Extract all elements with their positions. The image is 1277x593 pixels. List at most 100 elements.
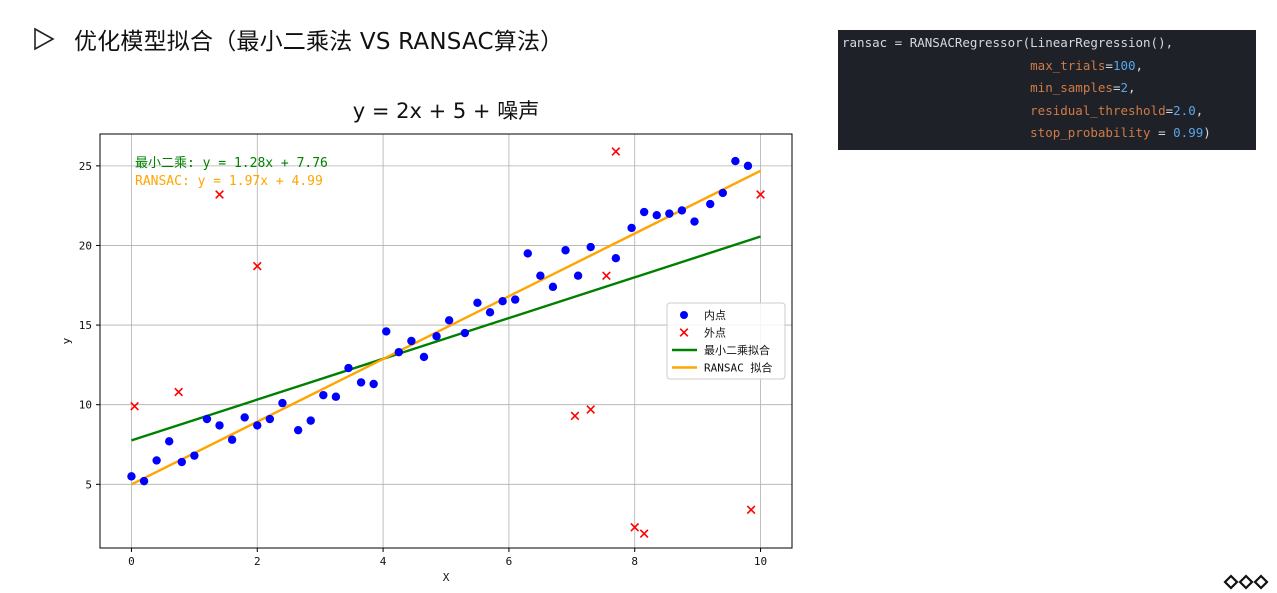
inlier-point [253, 421, 262, 430]
code-token: stop_probability [1030, 125, 1151, 140]
y-tick-label: 10 [79, 399, 92, 412]
inlier-point [278, 398, 287, 408]
code-line: stop_probability = 0.99) [842, 122, 1256, 145]
x-tick-label: 6 [506, 555, 513, 568]
legend-label: 最小二乘拟合 [704, 343, 770, 357]
code-line: max_trials=100, [842, 55, 1256, 78]
inlier-point [407, 336, 416, 346]
outlier-point [639, 529, 649, 539]
inlier-point [356, 378, 366, 387]
code-token: , [1135, 57, 1144, 73]
x-axis-label: X [443, 571, 450, 584]
code-token: residual_threshold [1030, 102, 1166, 118]
inlier-point [677, 206, 687, 215]
y-tick-label: 5 [85, 478, 92, 491]
inlier-point [706, 199, 715, 209]
x-tick-label: 2 [254, 555, 261, 568]
code-token: ) [1203, 125, 1211, 140]
outlier-point [602, 271, 611, 281]
code-line: residual_threshold=2.0, [842, 100, 1256, 123]
code-token: = [1165, 102, 1174, 118]
code-token: , [1128, 80, 1136, 95]
inlier-point [690, 217, 699, 226]
code-token: 2 [1120, 80, 1129, 95]
inlier-point [165, 437, 174, 446]
y-tick-label: 20 [79, 239, 92, 252]
plot-frame [99, 133, 793, 549]
inlier-point [548, 282, 558, 292]
equation-annotation: RANSAC: y = 1.97x + 4.99 [135, 174, 323, 189]
inlier-point [731, 156, 740, 166]
code-snippet: ransac = RANSACRegressor(LinearRegressio… [838, 30, 1256, 150]
code-line: min_samples=2, [842, 77, 1256, 100]
inlier-point [611, 254, 621, 263]
inlier-point [139, 476, 149, 486]
legend-swatch-circle [680, 311, 688, 319]
inlier-point [639, 207, 649, 217]
legend-swatch-x [679, 328, 689, 337]
outlier-point [756, 190, 765, 199]
code-token: ransac = RANSACRegressor(LinearRegressio… [842, 35, 1174, 50]
outlier-point [570, 411, 580, 421]
inlier-point [485, 308, 495, 317]
inlier-point [573, 271, 583, 280]
chart-title: y = 2x + 5 + 噪声 [353, 99, 539, 123]
inlier-point [586, 242, 595, 252]
inlier-point [240, 413, 249, 422]
inlier-point [665, 209, 674, 218]
outlier-point [174, 387, 184, 397]
x-tick-label: 10 [754, 555, 767, 568]
inlier-point [523, 249, 532, 258]
inlier-point [293, 425, 303, 435]
outlier-point [630, 522, 640, 532]
inlier-point [511, 295, 520, 304]
slide-heading: 优化模型拟合（最小二乘法 VS RANSAC算法） [30, 22, 563, 56]
code-token [842, 125, 1030, 140]
outlier-point [252, 261, 262, 271]
inlier-point [152, 456, 161, 465]
inlier-point [394, 347, 404, 357]
inlier-point [561, 246, 570, 255]
legend-box [666, 302, 786, 380]
code-token: 2.0 [1173, 102, 1196, 118]
code-token: = [1112, 80, 1121, 95]
outlier-point [130, 401, 139, 411]
x-tick-label: 4 [380, 555, 387, 568]
y-tick-label: 25 [79, 160, 92, 173]
inlier-point [627, 223, 636, 233]
inlier-point [419, 352, 429, 362]
x-tick-label: 0 [128, 555, 135, 568]
inlier-point [319, 390, 328, 400]
code-token: = [1150, 125, 1174, 140]
play-triangle-icon [34, 27, 55, 51]
inlier-point [331, 392, 341, 401]
scatter-chart: y = 2x + 5 + 噪声 0 2 4 6 8 10 5 10 15 20 25 Xy 最小二乘: y… [60, 99, 793, 584]
y-axis-label: y [60, 337, 73, 344]
code-token: 100 [1112, 57, 1136, 73]
legend-label: 外点 [704, 327, 726, 340]
inlier-point [536, 271, 545, 280]
code-token: max_trials [1030, 57, 1106, 73]
code-token: min_samples [1030, 80, 1113, 95]
inlier-point [202, 414, 212, 424]
inlier-point [306, 416, 315, 425]
fit-line [131, 235, 761, 442]
legend-label: 内点 [704, 308, 726, 322]
inlier-point [743, 161, 753, 171]
inlier-point [265, 414, 275, 424]
code-token [842, 80, 1030, 95]
code-token: , [1195, 102, 1204, 118]
code-token [842, 103, 1030, 118]
inlier-point [498, 296, 507, 306]
fit-line [130, 169, 762, 486]
code-token: = [1105, 57, 1113, 73]
inlier-point [369, 379, 378, 389]
outlier-point [215, 190, 224, 199]
slide-title: 优化模型拟合（最小二乘法 VS RANSAC算法） [74, 29, 564, 55]
inlier-point [652, 211, 661, 220]
inlier-point [460, 328, 470, 338]
inlier-point [215, 421, 224, 430]
inlier-point [177, 457, 186, 467]
inlier-point [382, 327, 391, 336]
inlier-point [718, 188, 727, 198]
